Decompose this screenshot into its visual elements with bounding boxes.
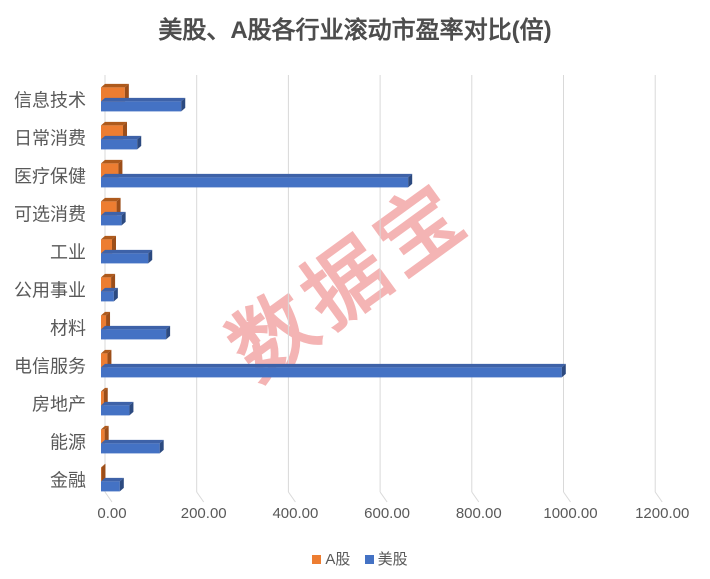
svg-text:600.00: 600.00 bbox=[364, 505, 410, 522]
svg-text:公用事业: 公用事业 bbox=[14, 281, 86, 301]
svg-text:200.00: 200.00 bbox=[181, 505, 227, 522]
svg-text:房地产: 房地产 bbox=[32, 395, 86, 415]
svg-text:可选消费: 可选消费 bbox=[14, 205, 86, 225]
svg-text:材料: 材料 bbox=[50, 319, 86, 339]
svg-text:800.00: 800.00 bbox=[456, 505, 502, 522]
svg-text:0.00: 0.00 bbox=[97, 505, 126, 522]
svg-text:1200.00: 1200.00 bbox=[635, 505, 689, 522]
svg-text:医疗保健: 医疗保健 bbox=[14, 167, 86, 187]
svg-text:能源: 能源 bbox=[50, 433, 86, 453]
svg-text:信息技术: 信息技术 bbox=[14, 91, 86, 111]
svg-text:日常消费: 日常消费 bbox=[14, 129, 86, 149]
svg-text:400.00: 400.00 bbox=[272, 505, 318, 522]
svg-text:工业: 工业 bbox=[50, 243, 86, 263]
svg-text:电信服务: 电信服务 bbox=[14, 357, 86, 377]
svg-text:金融: 金融 bbox=[50, 471, 86, 491]
svg-text:1000.00: 1000.00 bbox=[543, 505, 597, 522]
